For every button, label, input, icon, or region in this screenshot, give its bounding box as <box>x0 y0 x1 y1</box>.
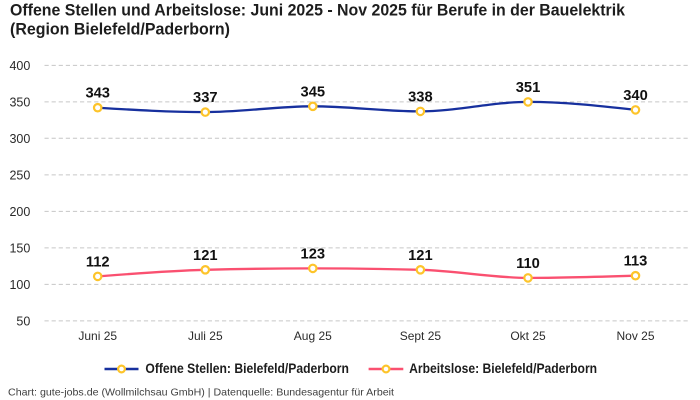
svg-text:300: 300 <box>9 132 30 146</box>
svg-text:100: 100 <box>9 278 30 292</box>
svg-text:123: 123 <box>301 246 326 262</box>
svg-text:121: 121 <box>408 248 433 264</box>
svg-text:Okt 25: Okt 25 <box>510 329 546 343</box>
svg-text:Nov 25: Nov 25 <box>616 329 654 343</box>
svg-text:112: 112 <box>86 254 110 270</box>
svg-text:345: 345 <box>301 84 326 100</box>
svg-text:50: 50 <box>16 314 30 328</box>
svg-text:Chart: gute-jobs.de (Wollmilch: Chart: gute-jobs.de (Wollmilchsau GmbH) … <box>8 387 394 399</box>
svg-text:340: 340 <box>623 88 648 104</box>
svg-text:113: 113 <box>624 254 648 270</box>
svg-text:343: 343 <box>85 86 110 102</box>
svg-text:Offene Stellen und Arbeitslose: Offene Stellen und Arbeitslose: Juni 202… <box>10 1 626 20</box>
svg-text:338: 338 <box>408 89 433 105</box>
svg-text:Aug 25: Aug 25 <box>294 329 332 343</box>
svg-text:337: 337 <box>193 90 218 106</box>
svg-text:250: 250 <box>9 168 30 182</box>
svg-text:Juli 25: Juli 25 <box>188 329 223 343</box>
svg-text:Juni 25: Juni 25 <box>78 329 117 343</box>
svg-text:Sept 25: Sept 25 <box>400 329 442 343</box>
svg-text:351: 351 <box>516 80 541 96</box>
svg-text:150: 150 <box>9 241 30 255</box>
svg-text:Offene Stellen: Bielefeld/Pade: Offene Stellen: Bielefeld/Paderborn <box>145 360 349 376</box>
svg-text:(Region Bielefeld/Paderborn): (Region Bielefeld/Paderborn) <box>10 20 230 39</box>
svg-text:Arbeitslose: Bielefeld/Paderbo: Arbeitslose: Bielefeld/Paderborn <box>409 360 597 376</box>
svg-text:110: 110 <box>516 256 540 272</box>
svg-text:350: 350 <box>9 95 30 109</box>
svg-text:200: 200 <box>9 205 30 219</box>
svg-text:400: 400 <box>9 59 30 73</box>
svg-text:121: 121 <box>193 248 218 264</box>
